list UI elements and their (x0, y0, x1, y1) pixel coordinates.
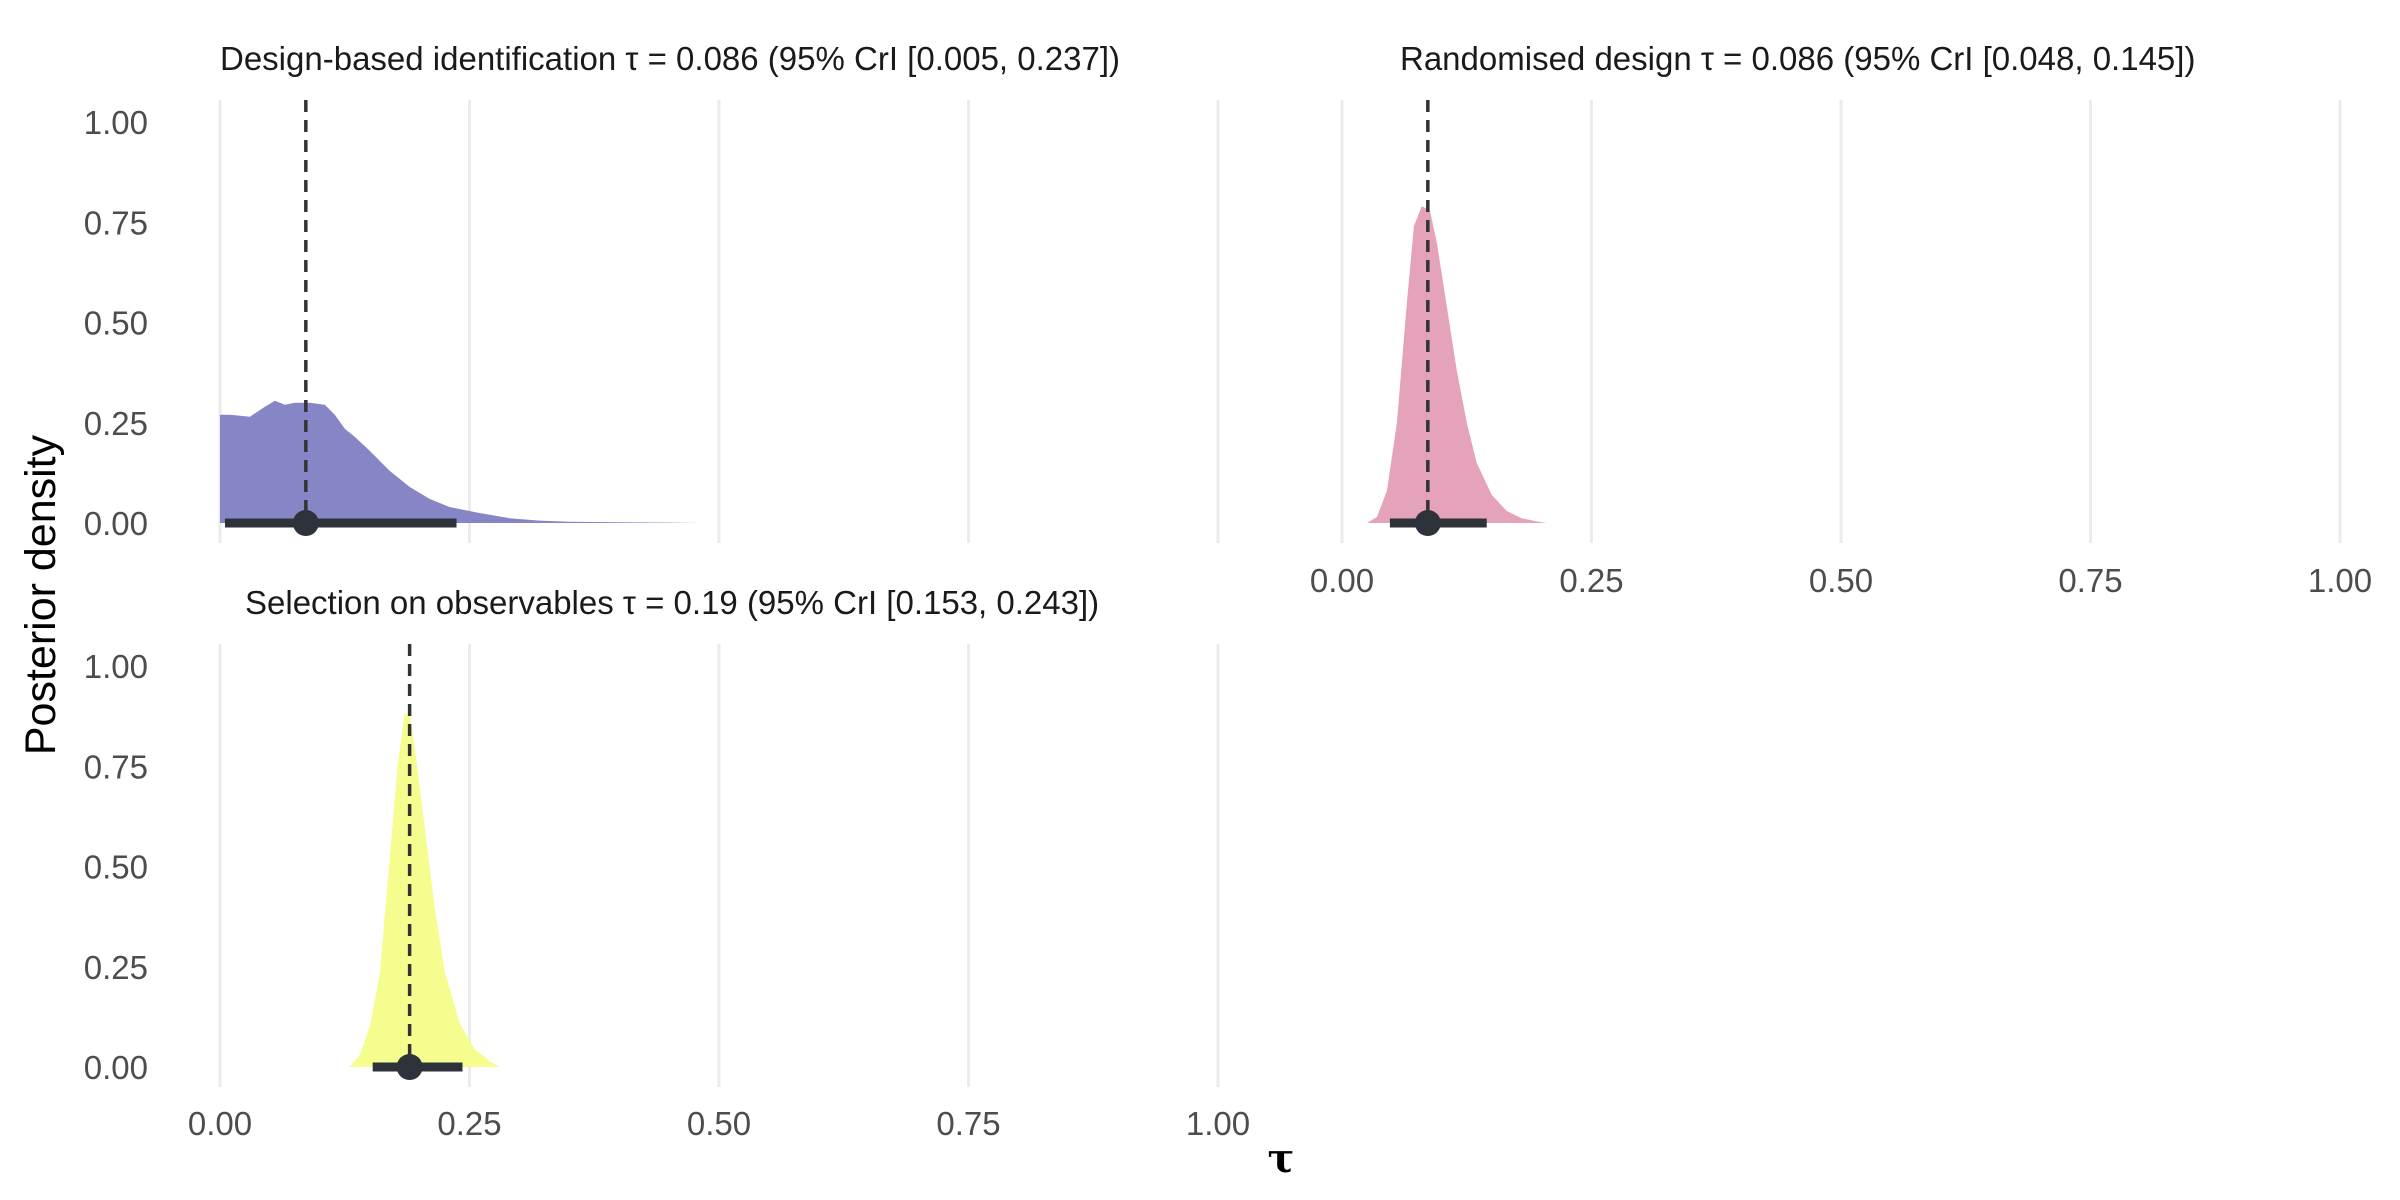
median-point (292, 510, 319, 536)
facet-title: Selection on observables τ = 0.19 (95% C… (245, 584, 1099, 621)
grid-layer (218, 100, 2342, 1087)
y-tick-label: 0.25 (84, 949, 148, 986)
density-area (220, 400, 699, 523)
y-tick-label: 1.00 (84, 104, 148, 141)
median-point (1414, 510, 1441, 536)
x-axis-title: τ (1268, 1135, 1295, 1182)
x-tick-label: 1.00 (1186, 1105, 1250, 1142)
facet-title: Randomised design τ = 0.086 (95% CrI [0.… (1400, 40, 2195, 77)
x-tick-label: 0.50 (687, 1105, 751, 1142)
density-area (1367, 206, 1547, 523)
density-layer (220, 206, 1547, 1067)
x-tick-label: 0.50 (1809, 562, 1873, 599)
x-tick-label: 0.00 (188, 1105, 252, 1142)
y-axis-title: Posterior density (17, 434, 65, 755)
y-tick-label: 0.50 (84, 849, 148, 886)
y-tick-label: 0.50 (84, 305, 148, 342)
y-tick-label: 0.00 (84, 505, 148, 542)
y-tick-label: 0.75 (84, 748, 148, 785)
y-tick-label: 0.00 (84, 1049, 148, 1086)
facet-title: Design-based identification τ = 0.086 (9… (220, 40, 1120, 77)
density-area (349, 714, 500, 1067)
interval-layer (224, 510, 1487, 1080)
median-point (396, 1054, 423, 1080)
text-layer: Design-based identification τ = 0.086 (9… (84, 40, 2372, 1142)
x-tick-label: 0.75 (2058, 562, 2122, 599)
median-line-layer (304, 100, 1430, 1067)
y-tick-label: 0.75 (84, 204, 148, 241)
x-tick-label: 0.25 (437, 1105, 501, 1142)
x-tick-label: 1.00 (2308, 562, 2372, 599)
x-tick-label: 0.25 (1559, 562, 1623, 599)
y-tick-label: 1.00 (84, 648, 148, 685)
x-tick-label: 0.75 (936, 1105, 1000, 1142)
y-tick-label: 0.25 (84, 405, 148, 442)
x-tick-label: 0.00 (1310, 562, 1374, 599)
